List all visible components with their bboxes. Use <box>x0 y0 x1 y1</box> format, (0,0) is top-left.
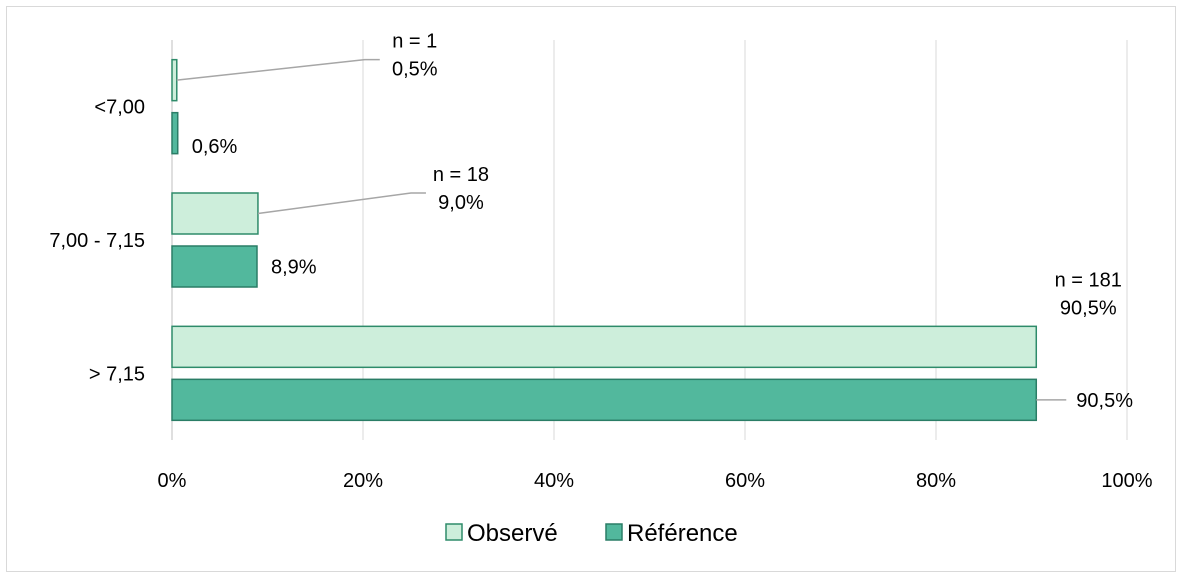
data-label-count: n = 18 <box>433 164 489 186</box>
data-label-percent: 9,0% <box>438 192 484 214</box>
data-label-count: n = 181 <box>1055 269 1122 291</box>
bar-observe <box>171 58 178 102</box>
category-label: 7,00 - 7,15 <box>49 230 145 252</box>
category-label: > 7,15 <box>89 363 145 385</box>
data-label-percent: 90,5% <box>1060 297 1117 319</box>
legend-swatch <box>605 523 623 541</box>
bar-observe <box>171 192 259 235</box>
data-label-percent: 0,5% <box>392 59 438 81</box>
legend-label: Référence <box>627 520 738 547</box>
leader-line <box>176 58 380 81</box>
chart-frame <box>6 6 1176 572</box>
x-tick-label: 40% <box>534 470 574 492</box>
x-tick-label: 80% <box>916 470 956 492</box>
category-label: <7,00 <box>94 97 145 119</box>
x-tick-label: 100% <box>1101 470 1152 492</box>
x-tick-label: 20% <box>343 470 383 492</box>
data-label-percent: 8,9% <box>271 257 317 279</box>
bar-reference <box>171 111 179 155</box>
data-label-percent: 90,5% <box>1076 390 1133 412</box>
bar-reference <box>171 245 258 288</box>
leader-line <box>257 192 426 215</box>
data-label-count: n = 1 <box>392 31 437 53</box>
legend-swatch <box>445 523 463 541</box>
x-tick-label: 0% <box>158 470 187 492</box>
data-label-percent: 0,6% <box>192 136 238 158</box>
legend-label: Observé <box>467 520 558 547</box>
bar-reference <box>171 378 1038 422</box>
bar-observe <box>171 325 1038 369</box>
x-tick-label: 60% <box>725 470 765 492</box>
